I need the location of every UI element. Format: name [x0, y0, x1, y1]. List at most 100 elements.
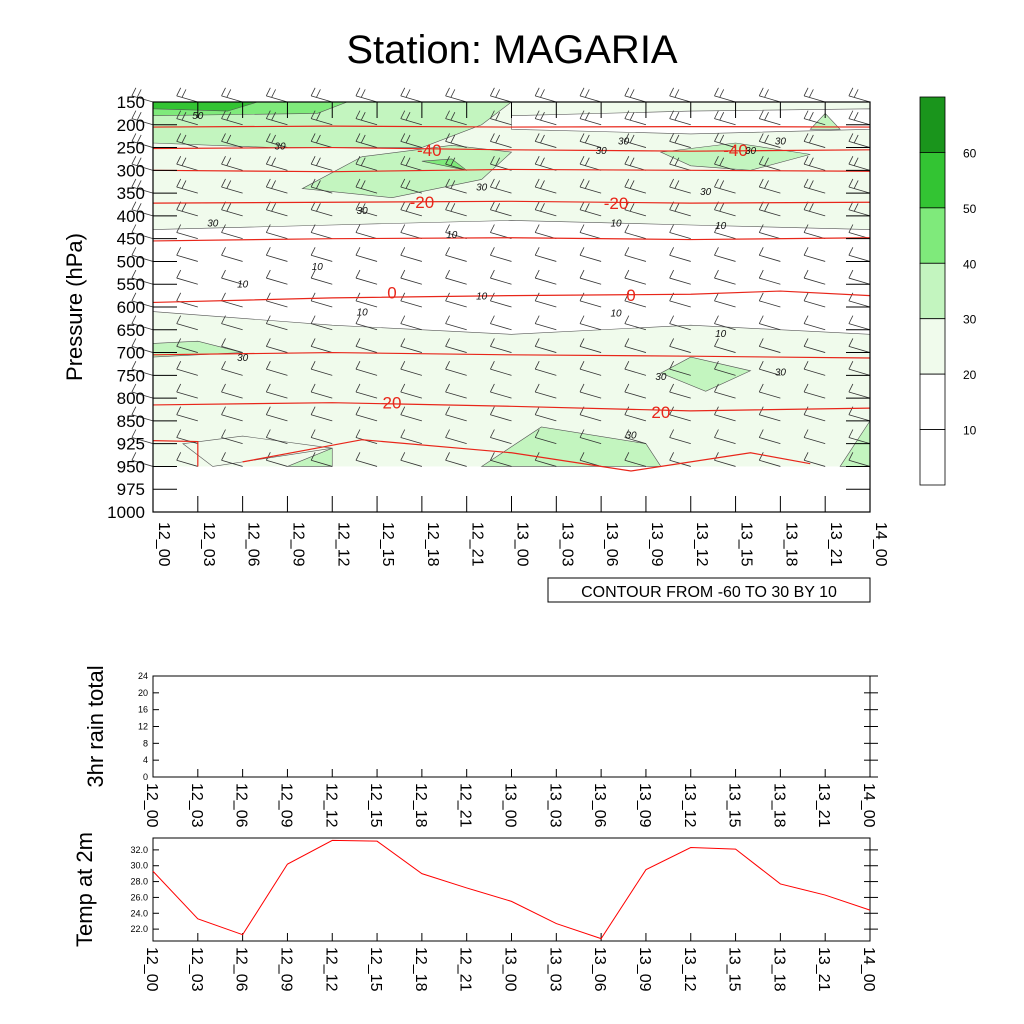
x-tick-label: 12_18: [412, 783, 429, 828]
x-tick-label: 13_12: [681, 783, 698, 828]
wind-barb: [400, 178, 422, 194]
wind-barb: [758, 224, 781, 240]
wind-barb: [669, 247, 691, 262]
y-tick-label: 650: [117, 321, 145, 340]
wind-barb: [355, 247, 378, 262]
wind-barb: [490, 429, 512, 445]
wind-barb: [310, 247, 333, 262]
y-tick-label: 30.0: [130, 861, 148, 871]
isotherm-line: [152, 146, 871, 152]
wind-barb: [176, 133, 198, 148]
wind-barb: [714, 360, 736, 376]
wind-barb: [355, 133, 378, 148]
x-tick-label: 13_00: [502, 947, 519, 992]
wind-barb: [534, 87, 557, 103]
colorbar-box: [919, 207, 946, 264]
wind-barb: [803, 87, 826, 103]
x-tick-label: 12_18: [412, 947, 429, 992]
wind-barb: [221, 247, 243, 262]
wind-barb: [310, 133, 333, 148]
y-tick-label: 975: [117, 480, 145, 499]
x-tick-label: 13_06: [603, 522, 620, 567]
wind-barb: [310, 178, 333, 194]
rain-y-axis-title: 3hr rain total: [83, 665, 108, 787]
wind-barb: [534, 292, 557, 308]
isotherm-line: [242, 439, 811, 472]
wind-barb: [803, 224, 826, 240]
wind-barb: [714, 452, 736, 467]
wind-barb: [131, 178, 154, 194]
wind-barb: [758, 429, 781, 445]
wind-barb: [534, 429, 557, 445]
wind-barb: [579, 315, 602, 331]
colorbar-box: [919, 429, 946, 486]
x-tick-label: 13_18: [770, 783, 787, 828]
y-tick-label: 850: [117, 412, 145, 431]
wind-barb: [758, 406, 781, 422]
x-tick-label: 12_15: [367, 947, 384, 992]
wind-barb: [310, 224, 333, 240]
x-tick-label: 12_09: [277, 947, 294, 992]
wind-barb: [803, 406, 826, 422]
wind-barb: [400, 110, 422, 126]
wind-barb: [310, 155, 333, 171]
wind-barb: [758, 360, 781, 376]
wind-barb: [848, 247, 871, 262]
wind-barb: [445, 178, 467, 194]
wind-barb: [176, 269, 198, 285]
wind-barb: [803, 360, 826, 376]
wind-barb: [310, 315, 333, 331]
wind-barb: [445, 429, 467, 445]
wind-barb: [490, 338, 512, 353]
wind-speed-contour-label: 10: [611, 219, 623, 230]
x-tick-label: 12_15: [379, 522, 396, 567]
wind-barb: [624, 224, 647, 240]
wind-barb: [176, 110, 198, 126]
y-tick-label: 300: [117, 161, 145, 180]
wind-barb: [579, 224, 602, 240]
wind-barb: [803, 429, 826, 445]
wind-barb: [758, 110, 781, 126]
wind-barb: [265, 178, 288, 194]
temp-frame: [152, 837, 871, 942]
wind-barb: [176, 155, 198, 171]
colorbar-box: [919, 318, 946, 375]
y-tick-label: 24.0: [130, 908, 148, 918]
wind-barb: [848, 429, 871, 445]
wind-barb: [221, 224, 243, 240]
wind-barb: [579, 360, 602, 376]
wind-barb: [714, 338, 736, 353]
wind-shade-region: [182, 435, 333, 467]
wind-barb: [310, 110, 333, 126]
colorbar-label: 60: [963, 146, 977, 160]
wind-barb: [310, 269, 333, 285]
wind-barb: [714, 110, 736, 126]
wind-barb: [848, 338, 871, 353]
wind-barb: [758, 452, 781, 467]
isotherm-line: [152, 200, 871, 204]
x-tick-label: 13_03: [558, 522, 575, 567]
wind-barb: [714, 383, 736, 399]
y-tick-label: 1000: [107, 503, 145, 522]
wind-barb: [669, 133, 691, 148]
wind-barb: [355, 338, 378, 353]
wind-barb: [131, 429, 154, 445]
wind-barb: [848, 383, 871, 399]
wind-barb: [803, 178, 826, 194]
wind-shade-region: [809, 112, 841, 130]
wind-barb: [848, 269, 871, 285]
wind-speed-contour-label: 10: [237, 279, 249, 290]
temperature-contour-label: -40: [723, 141, 748, 160]
x-tick-label: 13_15: [738, 522, 755, 567]
wind-barb: [579, 269, 602, 285]
wind-barb: [490, 133, 512, 148]
wind-barb: [131, 406, 154, 422]
wind-barb: [265, 247, 288, 262]
isotherm-line: [152, 168, 871, 173]
wind-speed-contour-label: 30: [237, 353, 249, 364]
y-tick-label: 950: [117, 457, 145, 476]
wind-barb: [265, 383, 288, 399]
wind-barb: [445, 133, 467, 148]
x-tick-label: 14_00: [860, 783, 877, 828]
